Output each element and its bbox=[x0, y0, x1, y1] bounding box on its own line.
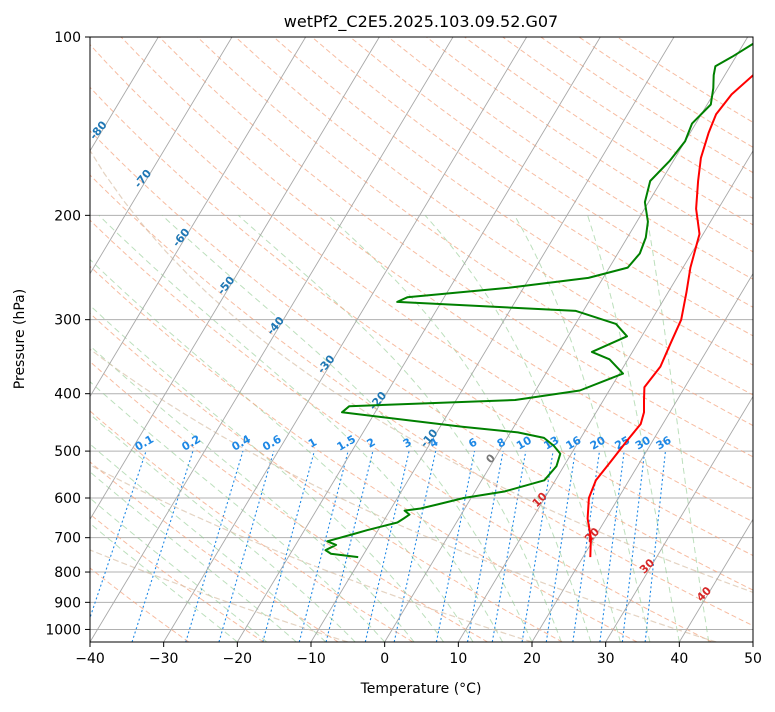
x-axis-title: Temperature (°C) bbox=[360, 681, 482, 697]
x-tick-label: −30 bbox=[149, 651, 179, 667]
x-tick-label: 50 bbox=[744, 651, 762, 667]
chart-title: wetPf2_C2E5.2025.103.09.52.G07 bbox=[284, 12, 558, 32]
y-tick-label: 400 bbox=[54, 387, 81, 403]
y-tick-label: 600 bbox=[54, 491, 81, 507]
y-axis-title: Pressure (hPa) bbox=[12, 289, 28, 389]
x-tick-label: 30 bbox=[597, 651, 615, 667]
y-tick-label: 500 bbox=[54, 444, 81, 460]
y-tick-label: 700 bbox=[54, 531, 81, 547]
x-tick-label: 40 bbox=[670, 651, 688, 667]
x-tick-label: 20 bbox=[523, 651, 541, 667]
y-tick-label: 300 bbox=[54, 313, 81, 329]
isotherm-line bbox=[753, 37, 775, 642]
x-tick-label: 0 bbox=[380, 651, 389, 667]
y-tick-label: 800 bbox=[54, 565, 81, 581]
y-tick-label: 1000 bbox=[45, 622, 81, 638]
y-tick-label: 100 bbox=[54, 30, 81, 46]
isotherm-line bbox=[0, 37, 11, 642]
x-tick-label: −10 bbox=[296, 651, 326, 667]
dry-adiabat-label: -90 bbox=[36, 80, 59, 104]
dry-adiabat-label: -100 bbox=[0, 44, 8, 74]
x-tick-label: 10 bbox=[449, 651, 467, 667]
y-tick-label: 200 bbox=[54, 208, 81, 224]
x-tick-label: −40 bbox=[75, 651, 105, 667]
y-tick-label: 900 bbox=[54, 595, 81, 611]
x-tick-label: −20 bbox=[223, 651, 253, 667]
